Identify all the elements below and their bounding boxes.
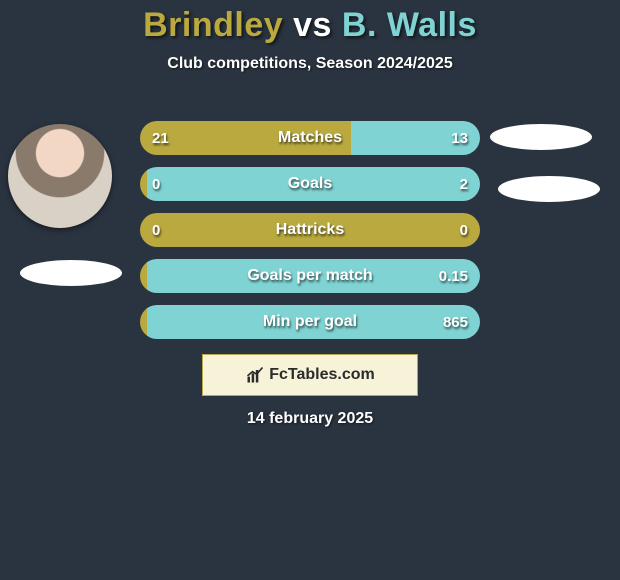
page-title: Brindley vs B. Walls [0, 6, 620, 45]
stat-row: Hattricks00 [140, 213, 480, 247]
stat-bar-left [140, 305, 147, 339]
player-left-club-oval [20, 260, 122, 286]
stat-row: Goals per match0.15 [140, 259, 480, 293]
stat-bar-right [351, 121, 480, 155]
watermark-text: FcTables.com [269, 366, 375, 384]
date-text: 14 february 2025 [0, 410, 620, 428]
subtitle: Club competitions, Season 2024/2025 [0, 55, 620, 73]
stat-bar-left [140, 167, 147, 201]
vs-text: vs [293, 6, 332, 44]
player-right-club-oval [498, 176, 600, 202]
stat-bar-left [140, 121, 351, 155]
header: Brindley vs B. Walls Club competitions, … [0, 0, 620, 73]
player-right-avatar-oval [490, 124, 592, 150]
comparison-bars: Matches2113 Goals02 Hattricks00 Goals per m… [140, 121, 480, 351]
stat-bar-right [147, 305, 480, 339]
player-right-name: B. Walls [342, 6, 477, 44]
watermark: FcTables.com [202, 354, 418, 396]
stat-bar-right [147, 167, 480, 201]
stat-bar-left [140, 259, 147, 293]
stat-bar-right [147, 259, 480, 293]
stat-row: Matches2113 [140, 121, 480, 155]
stat-row: Goals02 [140, 167, 480, 201]
player-left-name: Brindley [143, 6, 283, 44]
player-left-avatar [8, 124, 112, 228]
chart-icon [245, 365, 265, 385]
stat-bar-left [140, 213, 480, 247]
stat-row: Min per goal865 [140, 305, 480, 339]
